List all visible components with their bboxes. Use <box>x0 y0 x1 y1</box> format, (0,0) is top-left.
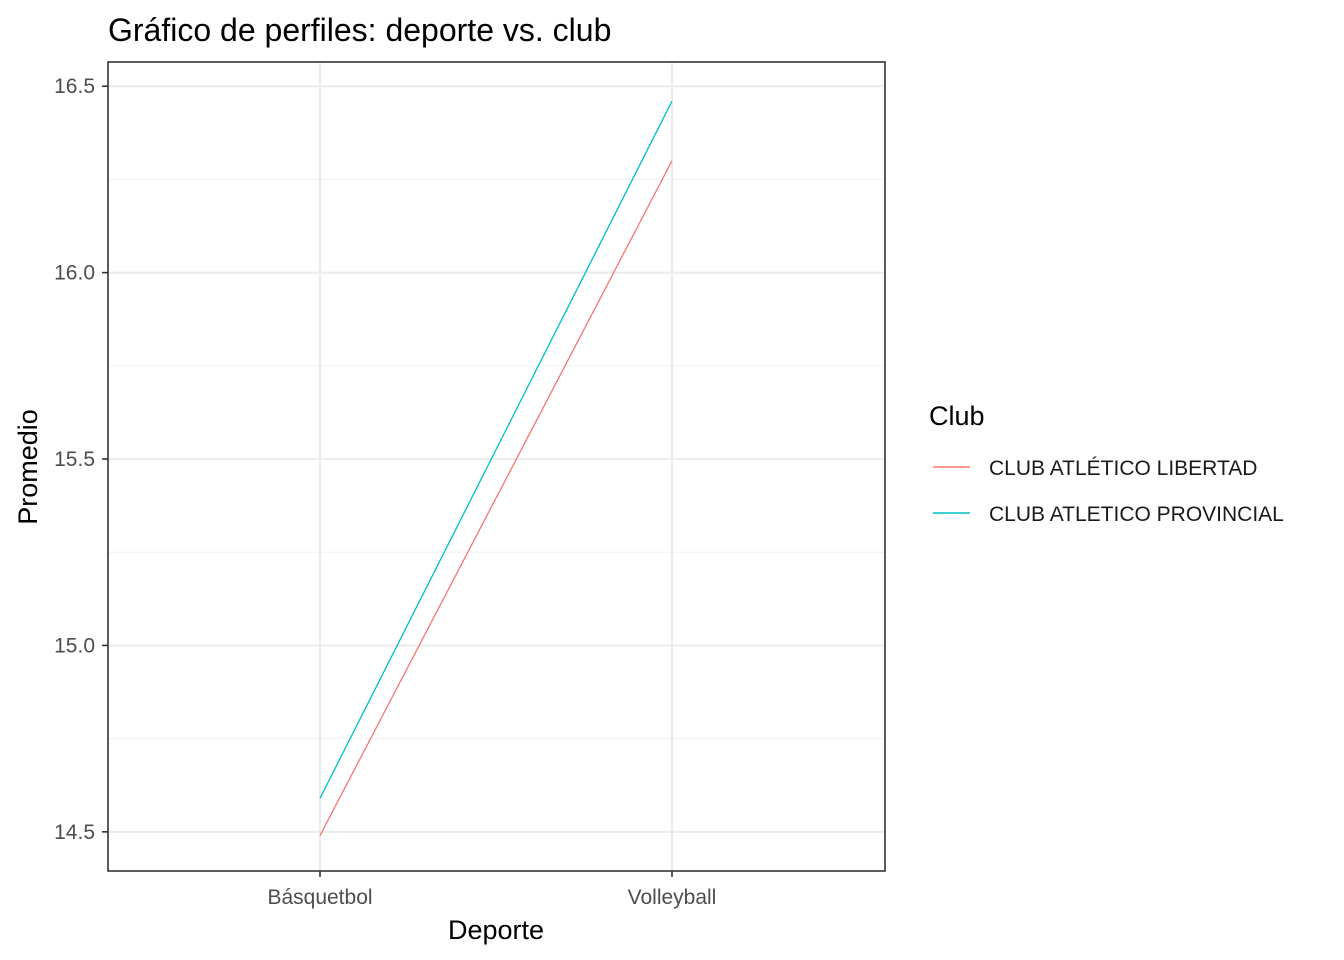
plot-panel <box>107 61 886 872</box>
panel-border <box>107 61 886 872</box>
y-tick-label: 15.0 <box>54 634 95 657</box>
y-axis: 14.5 15.0 15.5 16.0 16.5 <box>54 75 108 844</box>
series-line <box>319 100 673 799</box>
panel-background <box>108 62 885 871</box>
x-tick-label: Básquetbol <box>267 886 372 909</box>
y-tick-label: 14.5 <box>54 821 95 844</box>
x-axis: Básquetbol Volleyball <box>267 871 716 909</box>
legend-label: CLUB ATLÉTICO LIBERTAD <box>989 457 1257 480</box>
y-tick-label: 15.5 <box>54 448 95 471</box>
series-line <box>319 160 673 836</box>
y-tick-label: 16.5 <box>54 75 95 98</box>
legend-items: CLUB ATLÉTICO LIBERTAD CLUB ATLETICO PROV… <box>933 457 1284 526</box>
major-gridlines <box>108 62 885 871</box>
x-axis-title: Deporte <box>448 915 544 945</box>
legend: Club CLUB ATLÉTICO LIBERTAD CLUB ATLETICO… <box>929 401 1284 526</box>
x-tick-label: Volleyball <box>628 886 717 909</box>
series-lines <box>319 100 673 836</box>
minor-gridlines <box>108 178 885 740</box>
legend-title: Club <box>929 401 985 431</box>
y-tick-label: 16.0 <box>54 262 95 285</box>
chart-title: Gráfico de perfiles: deporte vs. club <box>108 12 611 48</box>
legend-label: CLUB ATLETICO PROVINCIAL <box>989 503 1284 526</box>
y-axis-title: Promedio <box>13 409 43 525</box>
